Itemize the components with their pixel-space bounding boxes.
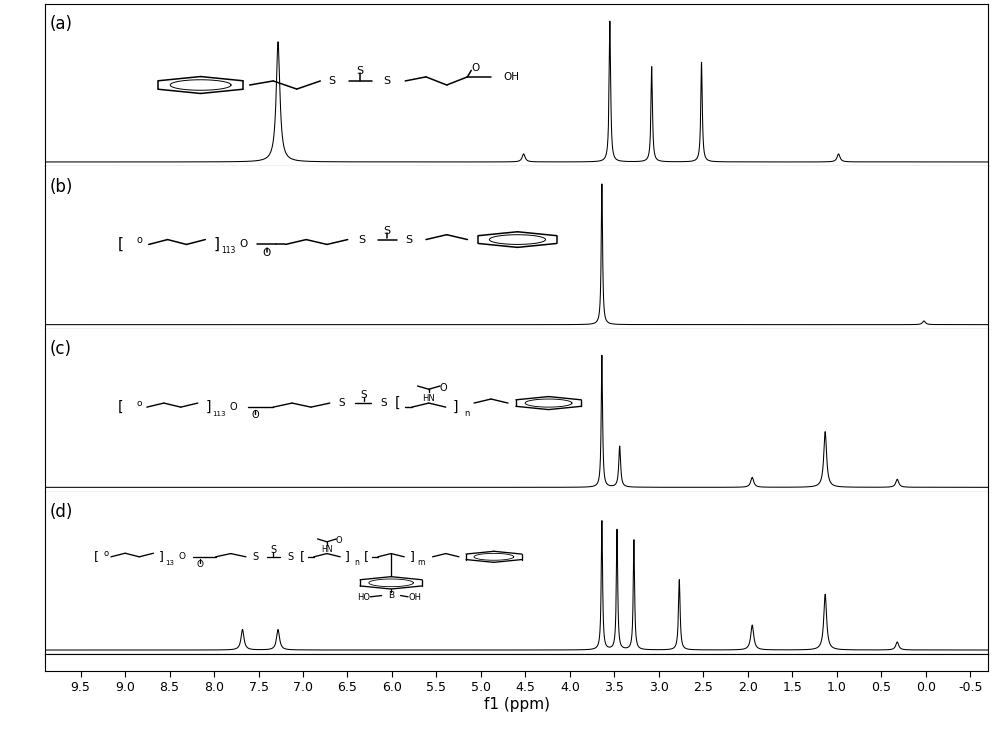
- Text: OH: OH: [503, 72, 519, 82]
- Text: o: o: [137, 399, 142, 408]
- Text: S: S: [360, 390, 367, 400]
- Text: o: o: [136, 235, 142, 246]
- Text: (d): (d): [50, 503, 73, 521]
- Text: ]: ]: [409, 550, 414, 564]
- Text: S: S: [252, 552, 258, 561]
- Text: S: S: [358, 235, 365, 245]
- Text: O: O: [178, 552, 185, 561]
- Text: S: S: [405, 235, 413, 245]
- Text: S: S: [356, 66, 364, 76]
- Text: ]: ]: [159, 550, 163, 564]
- Text: [: [: [364, 550, 369, 564]
- X-axis label: f1 (ppm): f1 (ppm): [484, 697, 550, 712]
- Text: HN: HN: [321, 545, 333, 554]
- Text: S: S: [384, 226, 391, 235]
- Text: O: O: [239, 240, 247, 249]
- Text: S: S: [287, 552, 293, 561]
- Text: ]: ]: [205, 400, 211, 414]
- Text: (a): (a): [50, 15, 73, 33]
- Text: S: S: [380, 398, 387, 408]
- Text: O: O: [230, 402, 237, 412]
- Text: (c): (c): [50, 340, 72, 358]
- Text: OH: OH: [408, 594, 421, 603]
- Text: m: m: [418, 558, 425, 567]
- Text: [: [: [94, 550, 99, 564]
- Text: o: o: [104, 549, 109, 558]
- Text: [: [: [117, 237, 123, 252]
- Text: n: n: [464, 409, 469, 418]
- Text: 13: 13: [165, 559, 174, 565]
- Text: ]: ]: [345, 550, 350, 564]
- Text: S: S: [270, 545, 276, 555]
- Text: [: [: [118, 400, 123, 414]
- Text: HO: HO: [357, 594, 370, 603]
- Text: B: B: [388, 591, 394, 600]
- Text: S: S: [339, 398, 345, 408]
- Text: n: n: [355, 558, 360, 567]
- Text: ]: ]: [452, 400, 458, 414]
- Text: [: [: [300, 550, 305, 564]
- Text: O: O: [471, 63, 479, 73]
- Text: 113: 113: [213, 410, 226, 416]
- Text: S: S: [383, 76, 390, 86]
- Text: O: O: [196, 559, 203, 569]
- Text: 113: 113: [222, 246, 236, 256]
- Text: ]: ]: [214, 237, 220, 252]
- Text: O: O: [262, 248, 271, 259]
- Text: S: S: [328, 76, 335, 86]
- Text: O: O: [251, 410, 259, 420]
- Text: (b): (b): [50, 177, 73, 196]
- Text: HN: HN: [422, 394, 435, 402]
- Text: [: [: [395, 396, 400, 410]
- Text: O: O: [336, 537, 343, 545]
- Text: O: O: [439, 383, 447, 394]
